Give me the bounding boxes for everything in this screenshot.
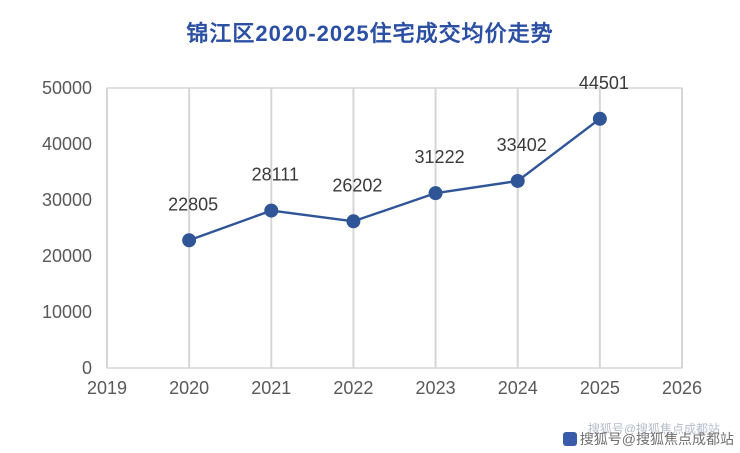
data-point	[264, 203, 279, 218]
sohu-logo-icon	[562, 432, 577, 446]
data-point	[346, 214, 361, 229]
chart-title: 锦江区2020-2025住宅成交均价走势	[186, 21, 554, 46]
data-point	[428, 186, 443, 201]
data-point	[592, 111, 607, 126]
watermark-main: 搜狐号@搜狐焦点成都站	[562, 429, 734, 449]
data-label: 44501	[579, 73, 629, 93]
y-tick-label: 30000	[42, 190, 92, 210]
x-tick-label: 2023	[416, 378, 456, 398]
data-label: 26202	[332, 175, 382, 195]
x-tick-label: 2022	[333, 378, 373, 398]
watermark-text: 搜狐号@搜狐焦点成都站	[579, 431, 734, 447]
data-point	[182, 233, 197, 248]
y-tick-label: 20000	[42, 246, 92, 266]
y-tick-label: 10000	[42, 302, 92, 322]
x-tick-label: 2026	[662, 378, 702, 398]
x-tick-label: 2019	[87, 378, 127, 398]
y-tick-label: 50000	[42, 78, 92, 98]
watermark-shadow-text: 搜狐号@搜狐焦点成都站	[587, 422, 720, 436]
x-tick-label: 2025	[580, 378, 620, 398]
plot-border	[106, 87, 683, 369]
data-label: 22805	[168, 194, 218, 214]
data-line	[188, 117, 601, 242]
watermark: 搜狐号@搜狐焦点成都站 搜狐号@搜狐焦点成都站	[562, 422, 734, 451]
data-label: 31222	[415, 147, 465, 167]
data-label: 28111	[252, 165, 299, 185]
x-tick-label: 2021	[251, 378, 291, 398]
data-point	[510, 173, 525, 188]
y-tick-label: 0	[82, 358, 92, 378]
data-label: 33402	[497, 135, 547, 155]
y-tick-label: 40000	[42, 134, 92, 154]
x-tick-label: 2024	[498, 378, 538, 398]
x-tick-label: 2020	[169, 378, 209, 398]
